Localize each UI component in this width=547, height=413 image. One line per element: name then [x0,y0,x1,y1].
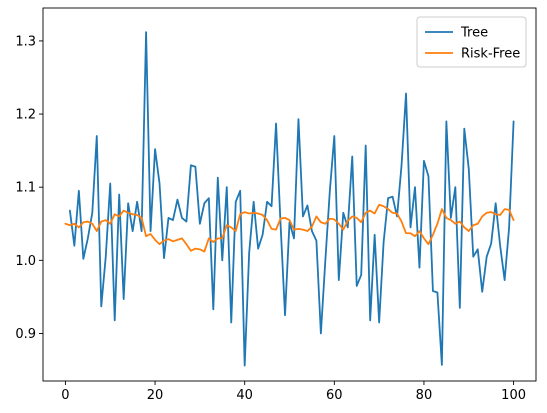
y-axis: 0.9 1.0 1.1 1.2 1.3 [15,34,43,342]
series-line-risk-free [64,203,515,253]
axes-frame [42,7,537,382]
legend-label: Tree [460,26,488,41]
y-tick-label: 1.3 [15,34,36,49]
legend-box [416,16,527,68]
plot-area [64,31,515,367]
legend-label: Risk-Free [461,47,520,62]
y-tick-label: 0.9 [15,327,36,342]
x-tick-label: 20 [147,388,164,403]
x-axis: 0 20 40 60 80 100 [61,381,526,403]
y-tick-label: 1.2 [15,108,36,123]
x-tick-label: 60 [326,388,343,403]
x-tick-label: 0 [61,388,69,403]
x-tick-label: 80 [416,388,433,403]
y-tick-label: 1.0 [15,254,36,269]
legend: Tree Risk-Free [416,16,527,68]
y-tick-label: 1.1 [15,181,36,196]
x-tick-label: 100 [501,388,526,403]
series-line-tree [68,31,515,367]
x-tick-label: 40 [236,388,253,403]
